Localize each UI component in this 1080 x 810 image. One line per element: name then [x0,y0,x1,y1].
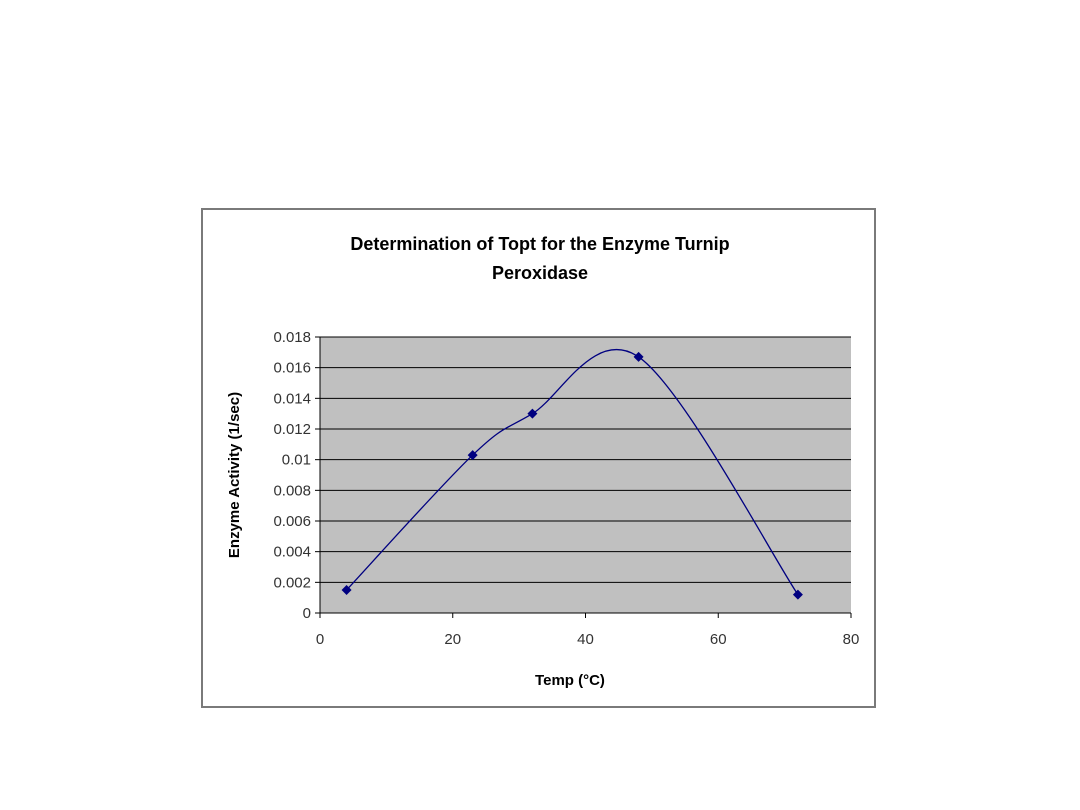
chart-frame: Determination of Topt for the Enzyme Tur… [201,208,876,708]
data-markers [341,351,803,600]
chart-title-line-2: Peroxidase [492,263,588,283]
x-tick-label: 0 [316,631,324,648]
gridlines [320,336,851,583]
y-tick-label: 0.002 [273,574,311,591]
data-point-marker [341,585,352,595]
data-point-marker [467,450,478,461]
x-tick-label: 40 [577,631,594,648]
y-tick-label: 0.006 [273,513,311,530]
y-tick-label: 0.004 [273,544,311,561]
y-tick-labels: 0 0.002 0.004 0.006 0.008 0.01 0.012 0.014 0.016… [273,329,311,622]
y-tick-label: 0.008 [273,482,311,499]
x-tick-label: 80 [843,631,860,648]
x-tick-label: 60 [710,631,727,648]
y-tick-label: 0.016 [273,360,311,377]
y-tick-label: 0 [303,605,311,622]
x-tick-label: 20 [444,631,461,648]
y-tick-label: 0.014 [273,390,311,407]
plot-area [320,337,851,613]
y-axis-title: Enzyme Activity (1/sec) [226,392,243,558]
axes [315,336,852,618]
y-tick-label: 0.012 [273,421,311,438]
chart-title-line-1: Determination of Topt for the Enzyme Tur… [350,234,729,254]
y-tick-label: 0.01 [282,452,311,469]
data-point-marker [633,351,644,362]
chart-svg: Determination of Topt for the Enzyme Tur… [226,234,860,689]
data-point-marker [527,408,538,419]
x-tick-labels: 0 20 40 60 80 [316,631,860,648]
x-axis-title: Temp (°C) [535,672,605,689]
series-smoothed-line [346,348,799,595]
y-tick-label: 0.018 [273,329,311,346]
data-point-marker [792,589,803,600]
